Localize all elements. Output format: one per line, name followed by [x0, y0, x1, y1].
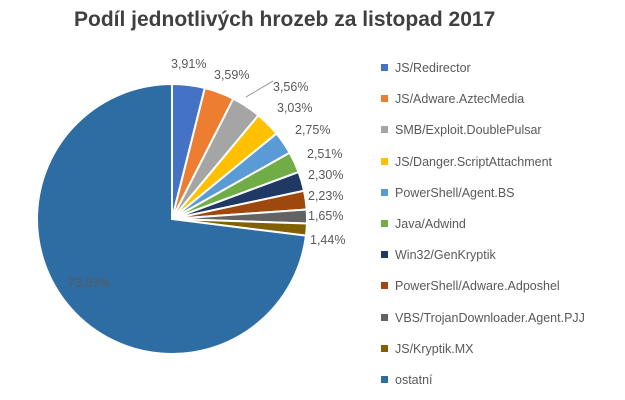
- svg-text:73,03%: 73,03%: [68, 276, 110, 290]
